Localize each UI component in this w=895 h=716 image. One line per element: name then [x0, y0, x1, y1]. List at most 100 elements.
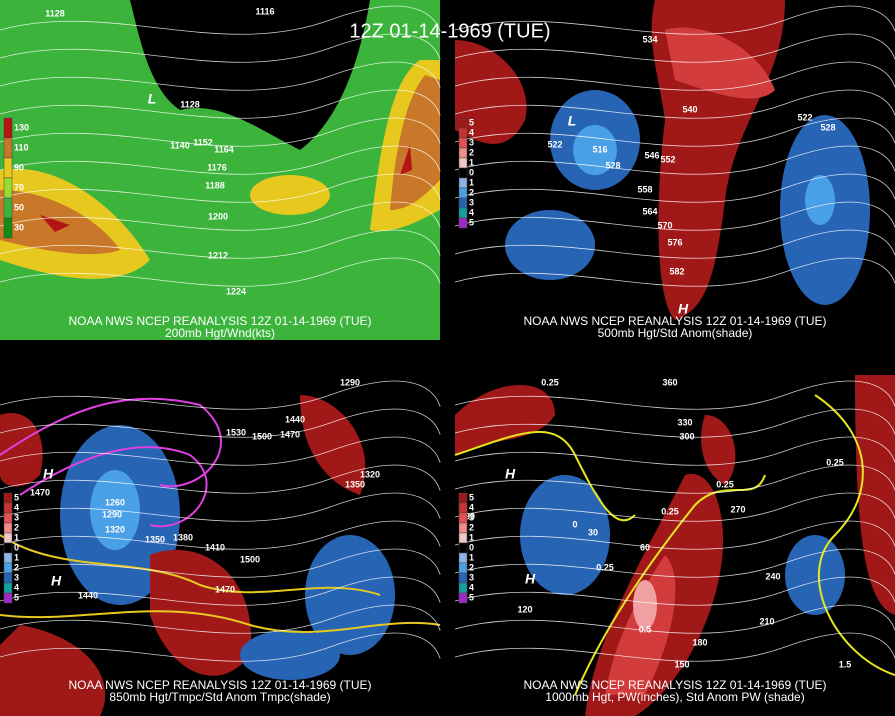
contour-label: 0.25	[596, 562, 614, 572]
legend-label: 2	[14, 562, 19, 572]
legend-swatch	[458, 572, 468, 584]
contour-label: 1470	[30, 487, 50, 497]
contour-label: 270	[730, 504, 745, 514]
caption-line: 200mb Hgt/Wnd(kts)	[165, 326, 275, 340]
legend-label: 1	[469, 177, 474, 187]
contour-label: H	[43, 466, 54, 482]
legend-swatch	[3, 137, 13, 159]
map-title: 12Z 01-14-1969 (TUE)	[349, 20, 550, 42]
legend-label: 1	[469, 157, 474, 167]
contour-label: 0.5	[639, 624, 652, 634]
contour-label: 1188	[205, 180, 225, 190]
contour	[454, 145, 895, 175]
contour	[454, 604, 895, 634]
contour-label: 1440	[78, 590, 98, 600]
legend-label: 1	[14, 552, 19, 562]
legend-swatch	[3, 197, 13, 219]
contour-label: 0	[572, 519, 577, 529]
legend-label: 5	[469, 592, 474, 602]
contour	[19, 446, 208, 528]
contour	[0, 33, 441, 63]
contour	[0, 492, 441, 522]
contour-label: 150	[674, 659, 689, 669]
legend-swatch	[3, 217, 13, 239]
contour	[0, 464, 441, 494]
contour	[454, 492, 895, 522]
contour-label: H	[505, 466, 516, 482]
legend-swatch	[458, 552, 468, 564]
contour-label: 1212	[208, 250, 228, 260]
legend-label: 2	[469, 562, 474, 572]
panel-1000mb: 36033030027024021018015012090603000.250.…	[454, 375, 895, 716]
contour-label: 516	[592, 144, 607, 154]
legend-swatch	[3, 492, 13, 504]
legend-label: 1	[469, 532, 474, 542]
legend-label: 5	[469, 117, 474, 127]
contour	[0, 604, 441, 634]
contour-label: 534	[642, 34, 657, 44]
contour-label: 330	[677, 417, 692, 427]
legend-swatch	[3, 532, 13, 544]
contour	[454, 117, 895, 147]
contour-label: 540	[682, 104, 697, 114]
contour	[454, 5, 895, 35]
legend-label: 3	[469, 572, 474, 582]
contour-label: 1.5	[839, 659, 852, 669]
contour	[0, 201, 441, 231]
legend-label: 4	[14, 502, 19, 512]
contour-label: 1320	[105, 524, 125, 534]
legend-label: 4	[469, 127, 474, 137]
legend-swatch	[458, 592, 468, 604]
contour	[454, 408, 895, 438]
source-line: NOAA NWS NCEP REANALYSIS 12Z 01-14-1969 …	[524, 314, 827, 328]
shade	[455, 385, 555, 455]
contour-label: H	[525, 571, 536, 587]
legend-swatch	[458, 197, 468, 209]
caption-line: 850mb Hgt/Tmpc/Std Anom Tmpc(shade)	[109, 690, 330, 704]
contour-label: 1290	[340, 377, 360, 387]
caption-line: 1000mb Hgt, PW(inches), Std Anom PW (sha…	[545, 690, 804, 704]
shade	[785, 535, 845, 615]
legend-swatch	[458, 207, 468, 219]
contour	[0, 89, 441, 119]
shade	[701, 415, 736, 485]
contour-label: 528	[605, 160, 620, 170]
contour-label: 1470	[280, 429, 300, 439]
contour-label: 1152	[193, 137, 213, 147]
contour-label: H	[51, 573, 62, 589]
legend-swatch	[458, 502, 468, 514]
contour-label: 1350	[345, 479, 365, 489]
source-line: NOAA NWS NCEP REANALYSIS 12Z 01-14-1969 …	[69, 678, 372, 692]
legend-swatch	[458, 562, 468, 574]
contour	[0, 534, 381, 596]
panel-850mb: 1470144014101380135013201290126015001530…	[0, 375, 441, 716]
contour-label: 1116	[255, 6, 274, 16]
contour-label: 1380	[173, 532, 193, 542]
contour-label: 564	[642, 206, 657, 216]
legend-swatch	[3, 592, 13, 604]
legend-swatch	[3, 512, 13, 524]
contour	[0, 397, 222, 488]
contour-label: 558	[637, 184, 652, 194]
contour	[0, 117, 441, 147]
legend-swatch	[3, 502, 13, 514]
contour-label: 522	[797, 112, 812, 122]
shade	[90, 470, 140, 550]
contour	[454, 173, 895, 203]
shade	[0, 413, 43, 487]
legend-label: 70	[14, 182, 24, 192]
contour-label: 552	[660, 154, 675, 164]
legend-label: 4	[469, 207, 474, 217]
shade	[130, 0, 370, 150]
shade	[805, 175, 835, 225]
legend-label: 1	[14, 532, 19, 542]
shade	[250, 175, 330, 215]
contour	[0, 576, 441, 606]
contour-label: 582	[669, 266, 684, 276]
contour-label: 120	[517, 604, 532, 614]
contour	[454, 89, 895, 119]
legend-label: 130	[14, 122, 29, 132]
contour-label: L	[148, 91, 157, 107]
contour	[0, 436, 441, 466]
legend-swatch	[3, 157, 13, 179]
